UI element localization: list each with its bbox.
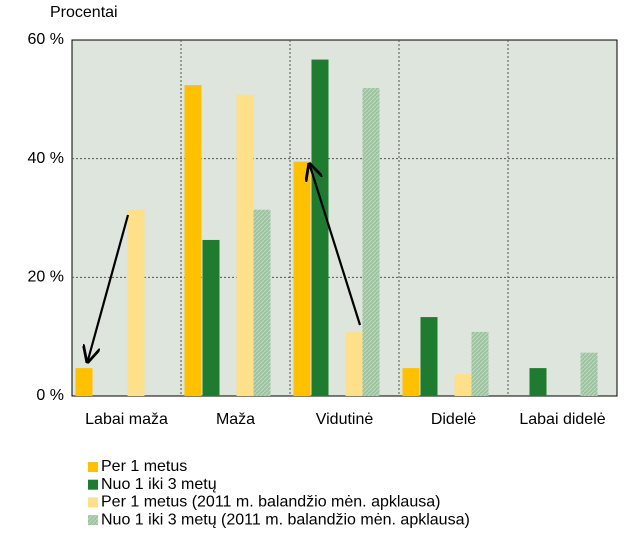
y-tick-label: 0 %	[36, 387, 64, 404]
bar	[471, 331, 489, 396]
bar	[293, 161, 311, 396]
y-axis-label: Procentai	[50, 4, 118, 21]
x-tick-label: Maža	[216, 411, 255, 428]
bar	[345, 331, 363, 396]
legend-label: Per 1 metus (2011 m. balandžio mėn. apkl…	[101, 494, 440, 511]
bar	[529, 368, 547, 396]
x-tick-label: Labai didelė	[519, 411, 605, 428]
bar	[236, 94, 254, 396]
legend-label: Nuo 1 iki 3 metų	[101, 476, 217, 493]
bar	[420, 317, 438, 396]
bar	[253, 209, 271, 396]
bar	[402, 368, 420, 396]
legend-swatch	[88, 497, 98, 508]
bar	[75, 368, 93, 396]
legend-swatch	[88, 515, 98, 526]
bar	[127, 209, 145, 396]
x-tick-label: Didelė	[431, 411, 476, 428]
x-tick-label: Labai maža	[85, 411, 168, 428]
y-tick-label: 40 %	[28, 150, 64, 167]
y-tick-label: 60 %	[28, 31, 64, 48]
plot-area	[71, 39, 618, 397]
legend-label: Per 1 metus	[101, 458, 187, 475]
bar	[580, 352, 598, 396]
annotation-arrow	[88, 214, 130, 360]
legend-swatch	[88, 462, 98, 472]
bar	[184, 85, 202, 397]
x-tick-label: Vidutinė	[316, 411, 374, 428]
annotation-arrow	[310, 166, 362, 326]
bar	[311, 59, 329, 397]
legend-swatch	[88, 479, 98, 490]
y-tick-label: 20 %	[28, 269, 64, 286]
bar	[454, 374, 472, 396]
bar	[362, 88, 380, 396]
bar	[202, 239, 220, 396]
legend-label: Nuo 1 iki 3 metų (2011 m. balandžio mėn.…	[101, 511, 470, 528]
